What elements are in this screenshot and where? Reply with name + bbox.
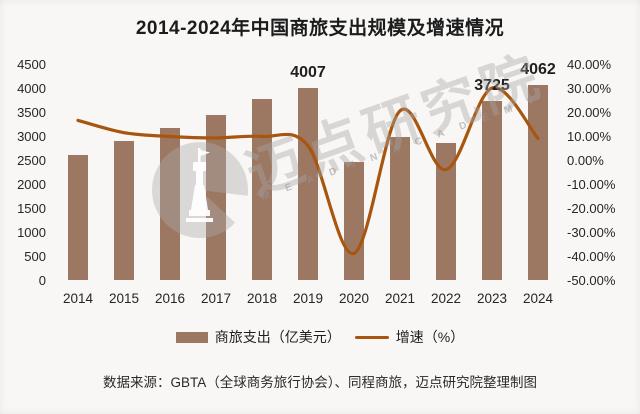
bar-2021 bbox=[390, 136, 410, 280]
left-axis-tick-label: 2500 bbox=[17, 152, 46, 168]
left-axis-tick-label: 3000 bbox=[17, 128, 46, 144]
value-label-2019: 4007 bbox=[290, 63, 326, 81]
category-label-2014: 2014 bbox=[62, 291, 94, 306]
bar-2018 bbox=[252, 98, 272, 280]
bar-2017 bbox=[206, 115, 226, 280]
category-label-2016: 2016 bbox=[154, 291, 186, 306]
value-label-2024: 4062 bbox=[520, 61, 556, 79]
bar-2014 bbox=[68, 155, 88, 280]
right-axis-tick-label: 40.00% bbox=[567, 56, 612, 72]
legend-label-bar: 商旅支出（亿美元） bbox=[214, 329, 341, 345]
category-label-2018: 2018 bbox=[246, 291, 278, 306]
line-swatch-icon bbox=[354, 335, 389, 339]
legend: 商旅支出（亿美元） 增速（%） bbox=[0, 327, 640, 347]
right-axis-tick-label: -20.00% bbox=[567, 200, 616, 216]
left-axis-tick-label: 4500 bbox=[17, 56, 46, 72]
left-axis-tick-label: 1000 bbox=[17, 224, 46, 240]
bar-2023 bbox=[482, 101, 502, 280]
left-axis-tick-label: 1500 bbox=[17, 200, 46, 216]
right-axis-tick-label: -40.00% bbox=[567, 248, 616, 264]
right-axis-tick-label: -10.00% bbox=[567, 176, 616, 192]
legend-item-bar: 商旅支出（亿美元） bbox=[175, 327, 341, 347]
bar-2019 bbox=[298, 87, 318, 280]
right-axis-tick-label: 30.00% bbox=[567, 80, 612, 96]
right-axis-tick-label: -50.00% bbox=[567, 272, 616, 288]
bar-swatch-icon bbox=[175, 331, 208, 343]
bar-2022 bbox=[436, 142, 456, 280]
value-label-2023: 3725 bbox=[474, 77, 510, 95]
left-axis-tick-label: 4000 bbox=[17, 80, 46, 96]
legend-label-line: 增速（%） bbox=[395, 329, 465, 345]
category-label-2024: 2024 bbox=[522, 291, 554, 306]
legend-item-line: 增速（%） bbox=[354, 327, 465, 347]
category-label-2019: 2019 bbox=[292, 291, 324, 306]
category-label-2017: 2017 bbox=[200, 291, 232, 306]
bar-2015 bbox=[114, 140, 134, 280]
left-axis-tick-label: 0 bbox=[38, 272, 46, 288]
bar-2024 bbox=[528, 85, 548, 280]
category-label-2023: 2023 bbox=[476, 291, 508, 306]
chart-title: 2014-2024年中国商旅支出规模及增速情况 bbox=[135, 18, 505, 39]
category-label-2021: 2021 bbox=[384, 291, 416, 306]
right-axis-tick-label: -30.00% bbox=[567, 224, 616, 240]
category-label-2020: 2020 bbox=[338, 291, 370, 306]
bar-2020 bbox=[344, 162, 364, 280]
category-label-2015: 2015 bbox=[108, 291, 140, 306]
left-axis-tick-label: 2000 bbox=[17, 176, 46, 192]
left-axis-tick-label: 3500 bbox=[17, 104, 46, 120]
right-axis-tick-label: 20.00% bbox=[567, 104, 612, 120]
category-label-2022: 2022 bbox=[430, 291, 462, 306]
right-axis-tick-label: 10.00% bbox=[567, 128, 612, 144]
right-axis-tick-label: 0.00% bbox=[567, 152, 604, 168]
left-axis-tick-label: 500 bbox=[24, 248, 46, 264]
data-source-note: 数据来源：GBTA（全球商务旅行协会）、同程商旅，迈点研究院整理制图 bbox=[102, 375, 537, 390]
bar-2016 bbox=[160, 128, 180, 280]
